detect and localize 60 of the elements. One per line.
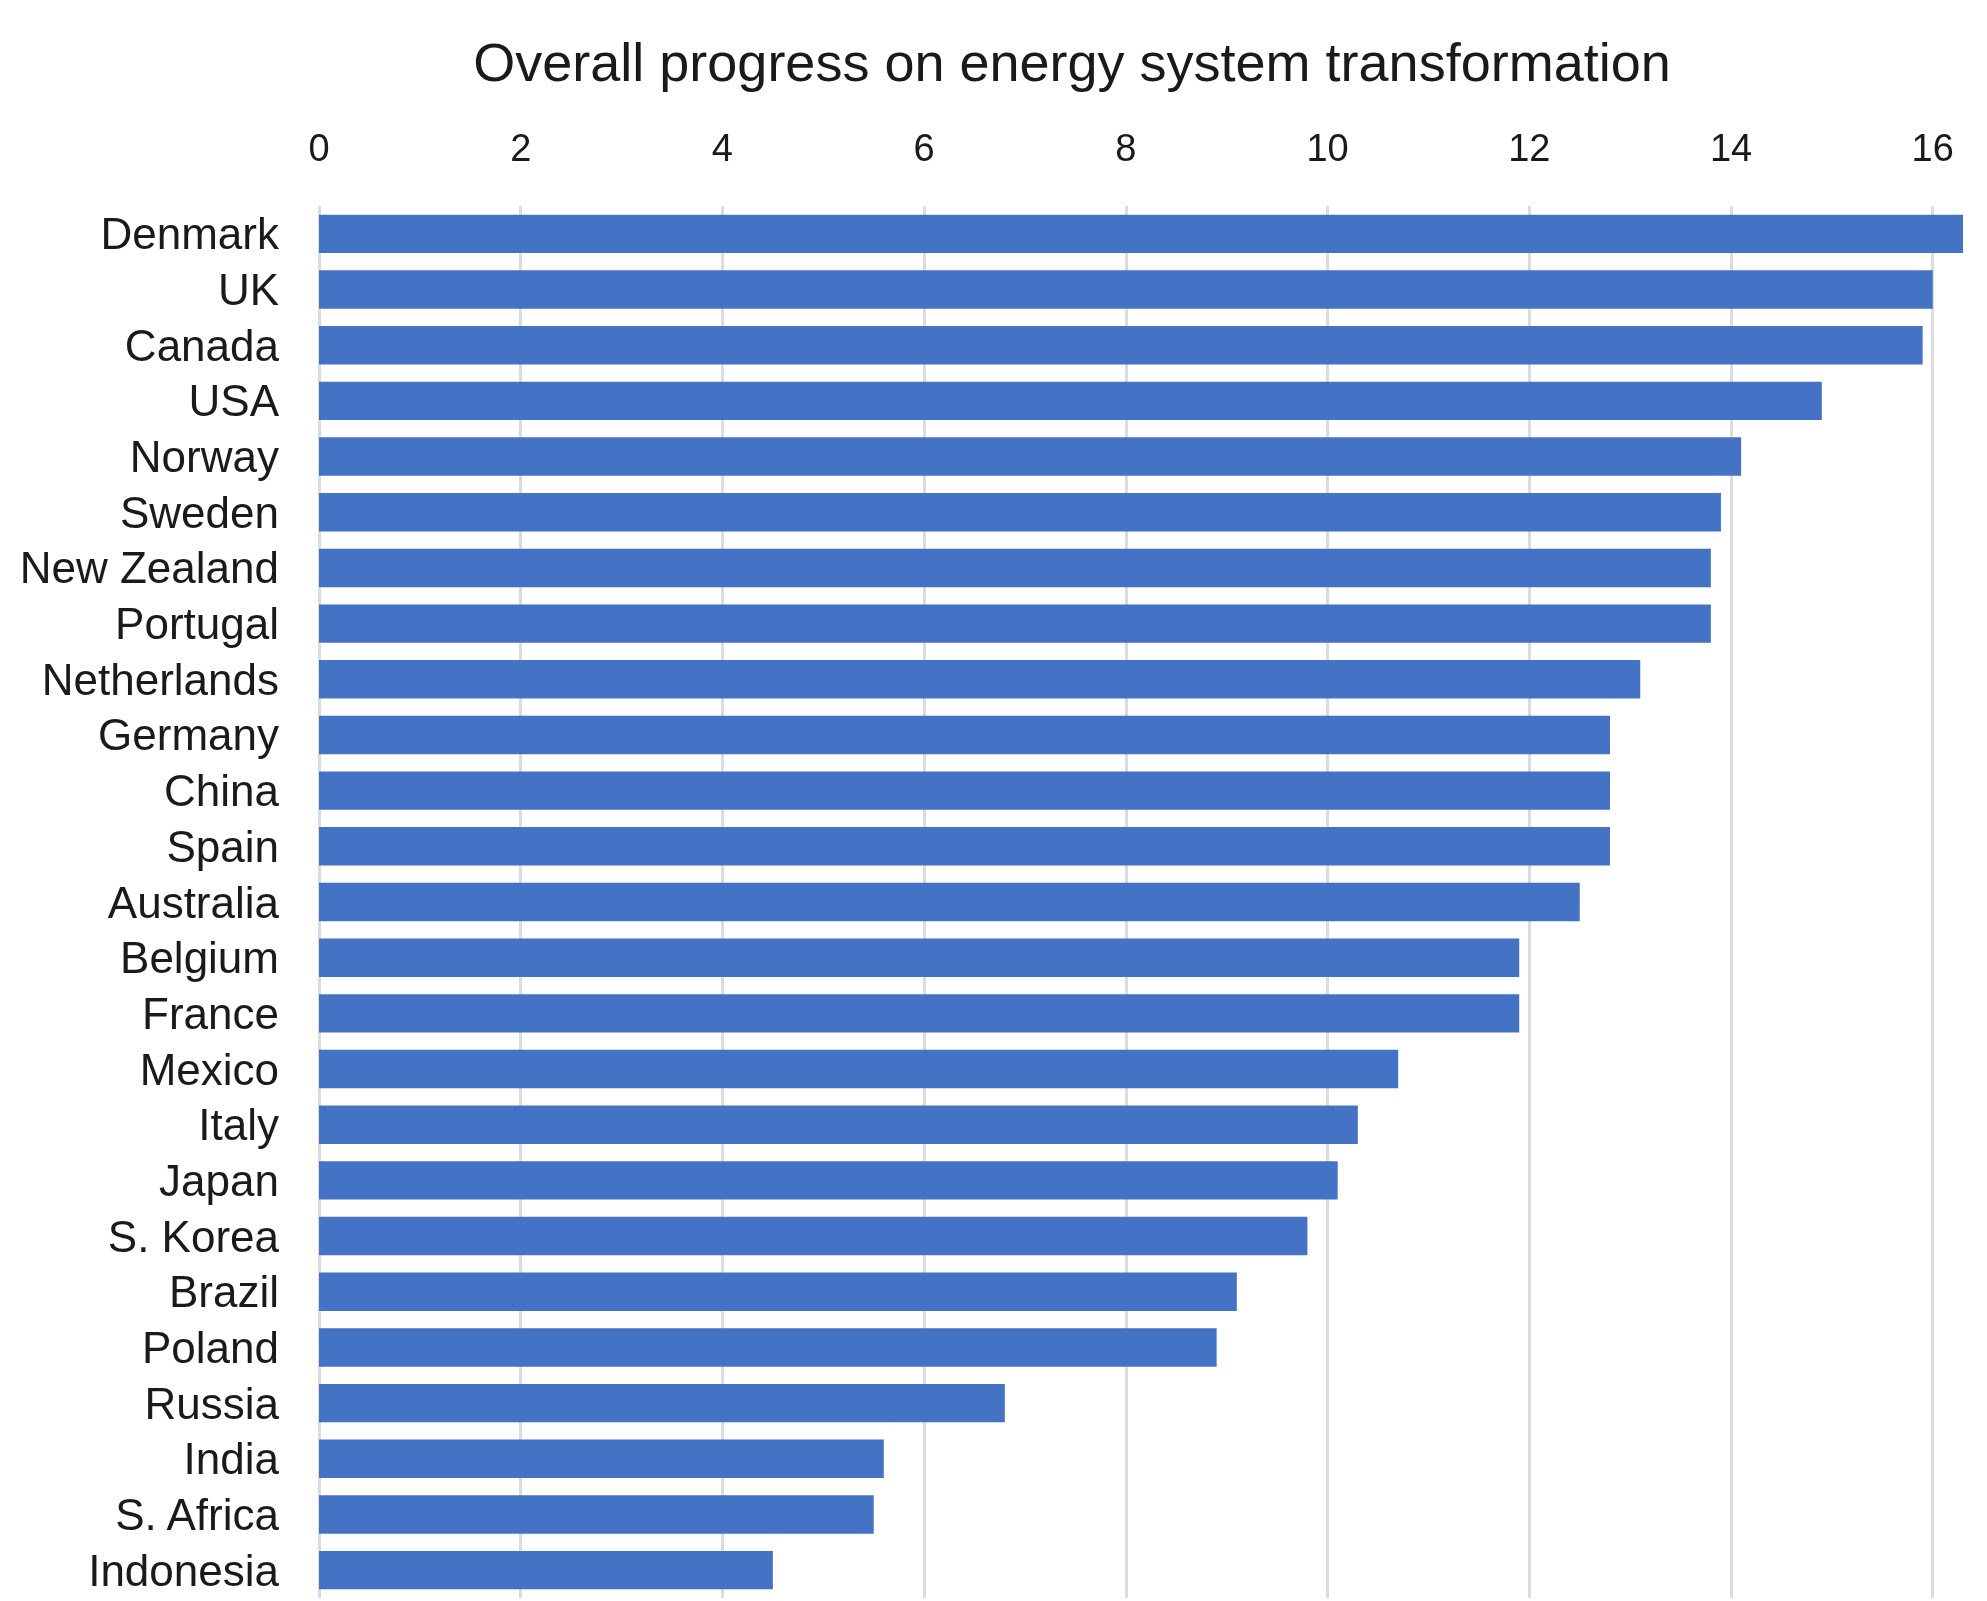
y-tick-label: India <box>183 1434 280 1484</box>
bar <box>319 270 1933 309</box>
y-tick-label: Mexico <box>139 1044 279 1094</box>
y-tick-label: Italy <box>198 1100 279 1150</box>
x-tick-label: 10 <box>1306 127 1349 169</box>
y-tick-label: Australia <box>107 877 280 927</box>
bar <box>319 604 1711 643</box>
y-tick-label: Poland <box>141 1322 279 1372</box>
bar <box>319 882 1580 922</box>
y-tick-label: Sweden <box>119 487 279 537</box>
y-tick-label: Portugal <box>115 599 279 649</box>
x-tick-label: 8 <box>1115 127 1137 169</box>
bar <box>319 1328 1217 1367</box>
bar <box>319 994 1520 1033</box>
bar <box>319 214 1963 254</box>
bar <box>319 1049 1399 1089</box>
y-tick-label: USA <box>188 376 280 426</box>
bar <box>319 437 1742 476</box>
y-tick-label: UK <box>217 265 279 315</box>
x-tick-label: 14 <box>1709 127 1753 169</box>
y-tick-label: France <box>142 988 279 1038</box>
y-tick-label: Norway <box>129 432 279 482</box>
y-tick-label: China <box>164 766 280 816</box>
bar <box>319 827 1610 866</box>
y-tick-label: Germany <box>98 710 279 760</box>
bar <box>319 938 1520 977</box>
y-tick-label: S. Africa <box>115 1489 280 1539</box>
x-tick-label: 6 <box>913 127 935 169</box>
bar <box>319 771 1610 810</box>
bar <box>319 715 1610 755</box>
y-tick-label: S. Korea <box>107 1211 280 1261</box>
y-tick-label: New Zealand <box>19 543 279 593</box>
bar <box>319 1495 874 1534</box>
y-tick-label: Canada <box>124 320 280 370</box>
x-tick-label: 4 <box>711 127 734 169</box>
bar <box>319 1216 1308 1256</box>
bar <box>319 1272 1237 1311</box>
bar <box>319 660 1641 699</box>
bar <box>319 1383 1005 1423</box>
y-tick-label: Netherlands <box>41 654 279 704</box>
y-tick-label: Belgium <box>120 933 279 983</box>
bar <box>319 381 1822 421</box>
x-tick-label: 12 <box>1508 127 1551 169</box>
y-tick-label: Denmark <box>100 209 280 259</box>
chart-title: Overall progress on energy system transformation <box>473 32 1671 92</box>
y-tick-label: Indonesia <box>88 1545 280 1595</box>
x-tick-label: 2 <box>510 127 532 169</box>
x-tick-label: 16 <box>1911 127 1954 169</box>
y-tick-label: Japan <box>159 1155 279 1205</box>
bar <box>319 1161 1338 1200</box>
bar <box>319 548 1711 588</box>
x-tick-label: 0 <box>308 127 330 169</box>
y-tick-label: Russia <box>144 1378 280 1428</box>
bar <box>319 1439 884 1479</box>
bar <box>319 325 1923 365</box>
y-tick-label: Brazil <box>168 1267 279 1317</box>
bar <box>319 493 1721 532</box>
bar <box>319 1550 773 1590</box>
bar <box>319 1105 1358 1144</box>
y-tick-label: Spain <box>166 821 279 871</box>
